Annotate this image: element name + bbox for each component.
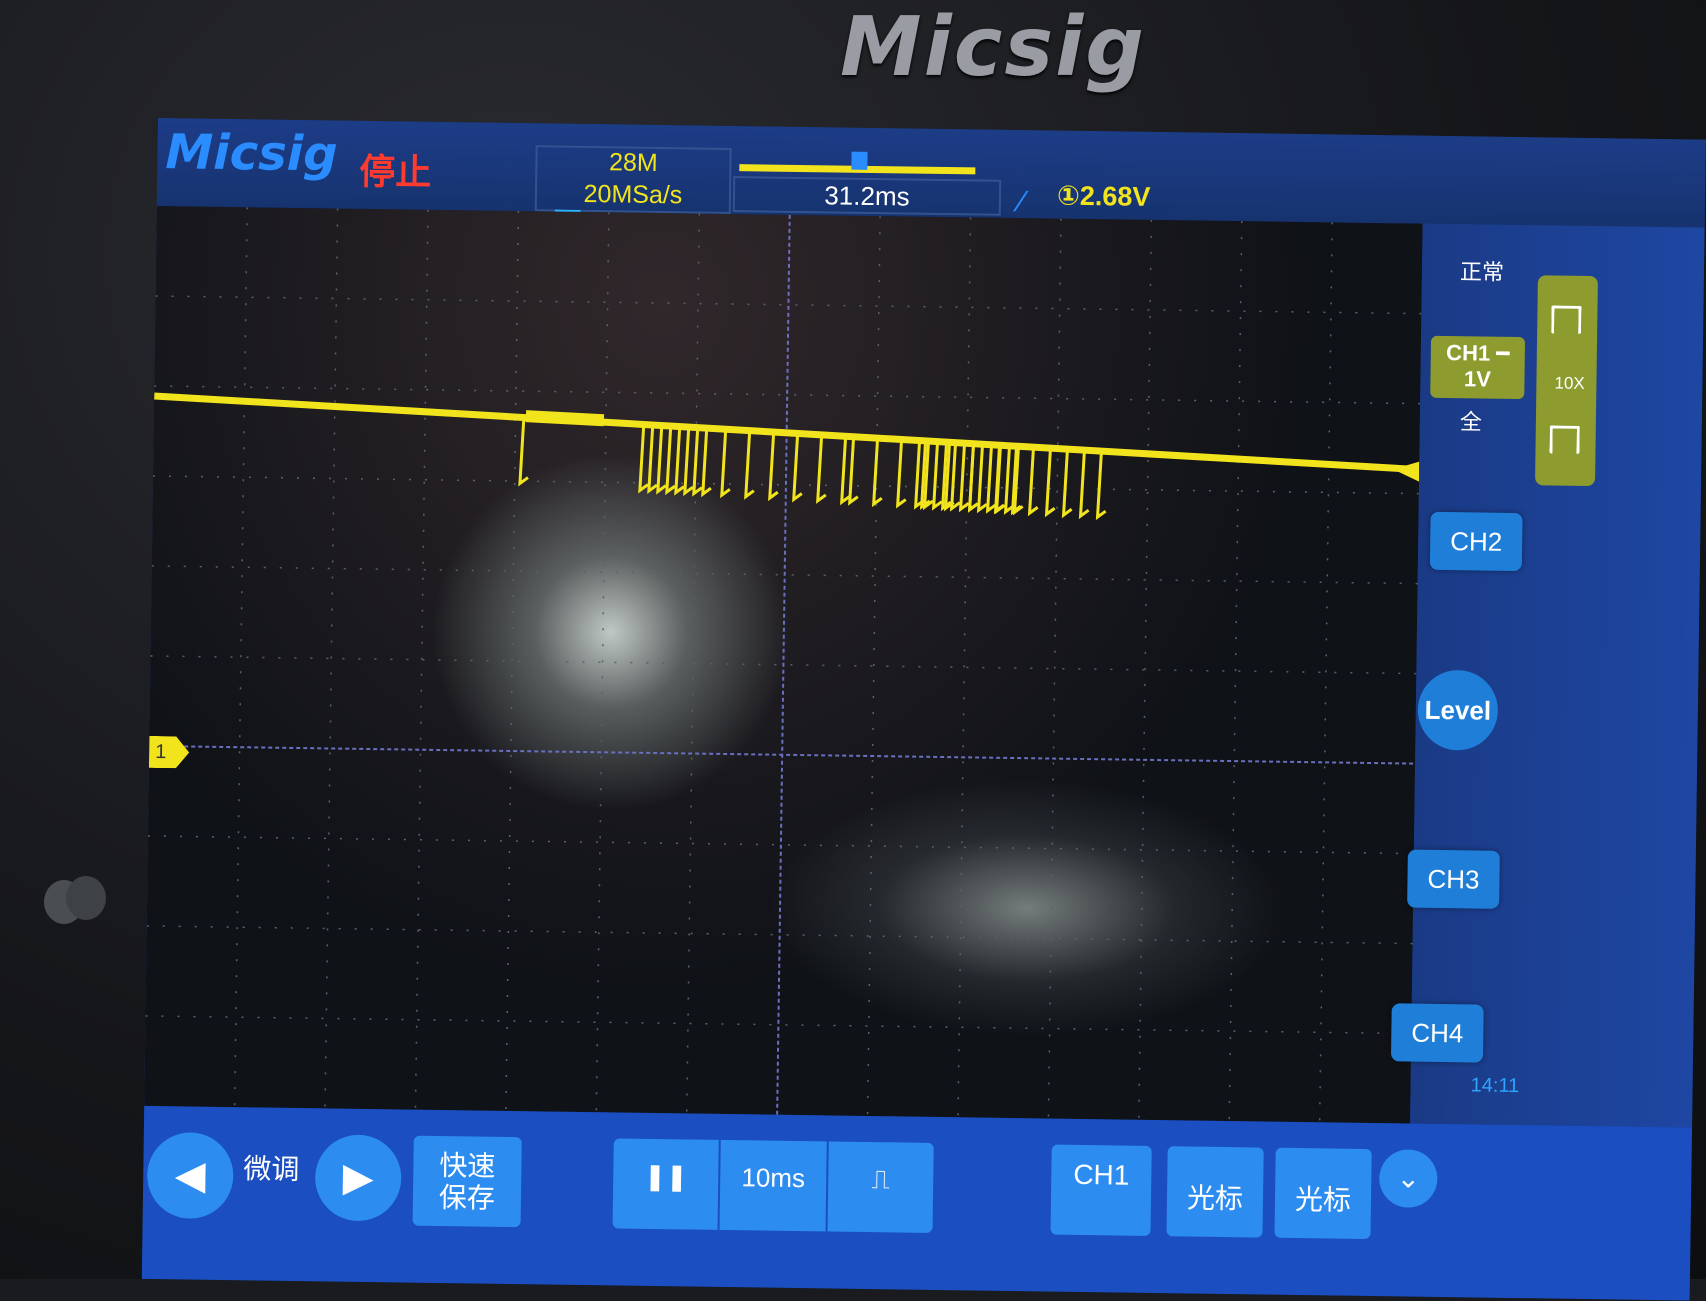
trace-pulse (818, 435, 827, 501)
trace-pulse (970, 444, 979, 510)
ch3-button[interactable]: CH3 (1407, 850, 1500, 909)
grid-line-vertical (1048, 219, 1061, 1119)
trace-pulse (1064, 449, 1073, 515)
acquisition-info[interactable]: 28M 20MSa/s (535, 145, 732, 214)
trace-pulse (667, 426, 676, 492)
fine-adjust-label: 微调 (243, 1147, 300, 1188)
bezel-logo: Micsig (840, 0, 1146, 95)
trace-pulse (874, 438, 883, 504)
trace-pulse (640, 424, 649, 490)
graticule (144, 206, 1422, 1124)
level-knob[interactable]: Level (1417, 670, 1498, 751)
pulse-icon-2 (1549, 425, 1579, 453)
side-panel: 正常 CH1 ━ 1V 全 10X CH2 Level CH3 CH4 14:1… (1410, 224, 1705, 1128)
timebase-button[interactable]: 10ms (720, 1140, 829, 1231)
grid-line-horizontal (145, 1016, 1411, 1034)
trace-pulse (658, 425, 667, 491)
horizontal-position[interactable]: 31.2ms (733, 176, 1001, 216)
grid-line-vertical (506, 211, 519, 1111)
probe-ratio: 10X (1554, 374, 1585, 394)
trace-pulse (1030, 447, 1039, 513)
trace-pulse (1081, 450, 1090, 516)
sample-rate: 20MSa/s (537, 179, 729, 211)
grid-line-horizontal (154, 386, 1420, 404)
trace-pulse (520, 417, 529, 483)
trace-pulse (979, 444, 988, 510)
run-state-label[interactable]: 停止 (359, 143, 432, 196)
memory-timeline[interactable]: 31.2ms (733, 146, 1004, 220)
grid-line-vertical (596, 212, 609, 1112)
ch1-button[interactable]: CH1 ━ 1V (1430, 336, 1525, 399)
center-vertical-axis (777, 215, 790, 1115)
grid-line-horizontal (147, 926, 1413, 944)
ch1-scale: 1V (1430, 366, 1524, 393)
trace-pulse (676, 427, 685, 493)
brand-logo: Micsig (165, 124, 338, 182)
grid-line-vertical (868, 216, 881, 1116)
bandwidth-limit[interactable]: 全 (1460, 404, 1482, 436)
trace-pulse (961, 443, 970, 509)
trace-pulse (1098, 451, 1107, 517)
pulse-icon (1551, 305, 1581, 333)
trace-pulse (685, 427, 694, 493)
ch4-button[interactable]: CH4 (1391, 1003, 1484, 1062)
probe-panel[interactable]: 10X (1535, 275, 1598, 486)
clock: 14:11 (1470, 1074, 1519, 1098)
grid-line-vertical (958, 217, 971, 1117)
trace-pulse (722, 429, 731, 495)
grid-line-vertical (1139, 220, 1152, 1120)
trace-pulse (770, 432, 779, 498)
memory-depth: 28M (537, 147, 729, 179)
single-pulse-icon[interactable]: ⎍ (827, 1141, 934, 1232)
trigger-level[interactable]: ①2.68V (1057, 181, 1151, 213)
chevron-down-icon[interactable]: ⌄ (1379, 1149, 1438, 1208)
trace-pulse (898, 439, 907, 505)
ch1-chip-button[interactable]: CH1 (1050, 1145, 1151, 1236)
ch1-name: CH1 ━ (1431, 340, 1525, 367)
bezel-sensor-2 (66, 876, 106, 920)
pause-icon[interactable]: ❚❚ (613, 1138, 722, 1229)
trace-pulse (703, 428, 712, 494)
trace-pulse (952, 443, 961, 509)
rising-edge-icon[interactable]: / (1011, 186, 1040, 216)
bottom-toolbar: ◀ 微调 ▶ 快速 保存 ❚❚ 10ms ⎍ CH1 光标 光标 ⌄ (142, 1106, 1692, 1301)
trace-pulse (649, 425, 658, 491)
trace-hold-segment (526, 416, 604, 420)
trace-pulse (850, 437, 859, 503)
ch2-button[interactable]: CH2 (1430, 512, 1523, 571)
quick-save-button[interactable]: 快速 保存 (413, 1136, 522, 1227)
cursor-button-1[interactable]: 光标 (1166, 1146, 1263, 1237)
grid-line-vertical (415, 210, 428, 1110)
trace-pulse (934, 442, 943, 508)
chevron-right-icon[interactable]: ▶ (315, 1134, 402, 1221)
scope-canvas (144, 206, 1422, 1124)
timeline-cursor[interactable] (851, 152, 867, 170)
run-control-group: ❚❚ 10ms ⎍ (613, 1138, 934, 1232)
grid-line-vertical (235, 207, 248, 1107)
waveform-display[interactable]: 1 (144, 206, 1422, 1124)
chevron-left-icon[interactable]: ◀ (147, 1132, 234, 1219)
cursor-button-2[interactable]: 光标 (1274, 1148, 1371, 1239)
scope-screen: Micsig 停止 28M 20MSa/s T 31.2ms / ①2.68V (142, 118, 1706, 1301)
trigger-mode[interactable]: 正常 (1460, 254, 1504, 287)
trace-pulse (794, 433, 803, 499)
grid-line-vertical (687, 214, 700, 1114)
trace-pulse (1047, 448, 1056, 514)
trace-pulse (746, 431, 755, 497)
grid-line-horizontal (156, 296, 1422, 314)
grid-line-vertical (1320, 222, 1333, 1122)
